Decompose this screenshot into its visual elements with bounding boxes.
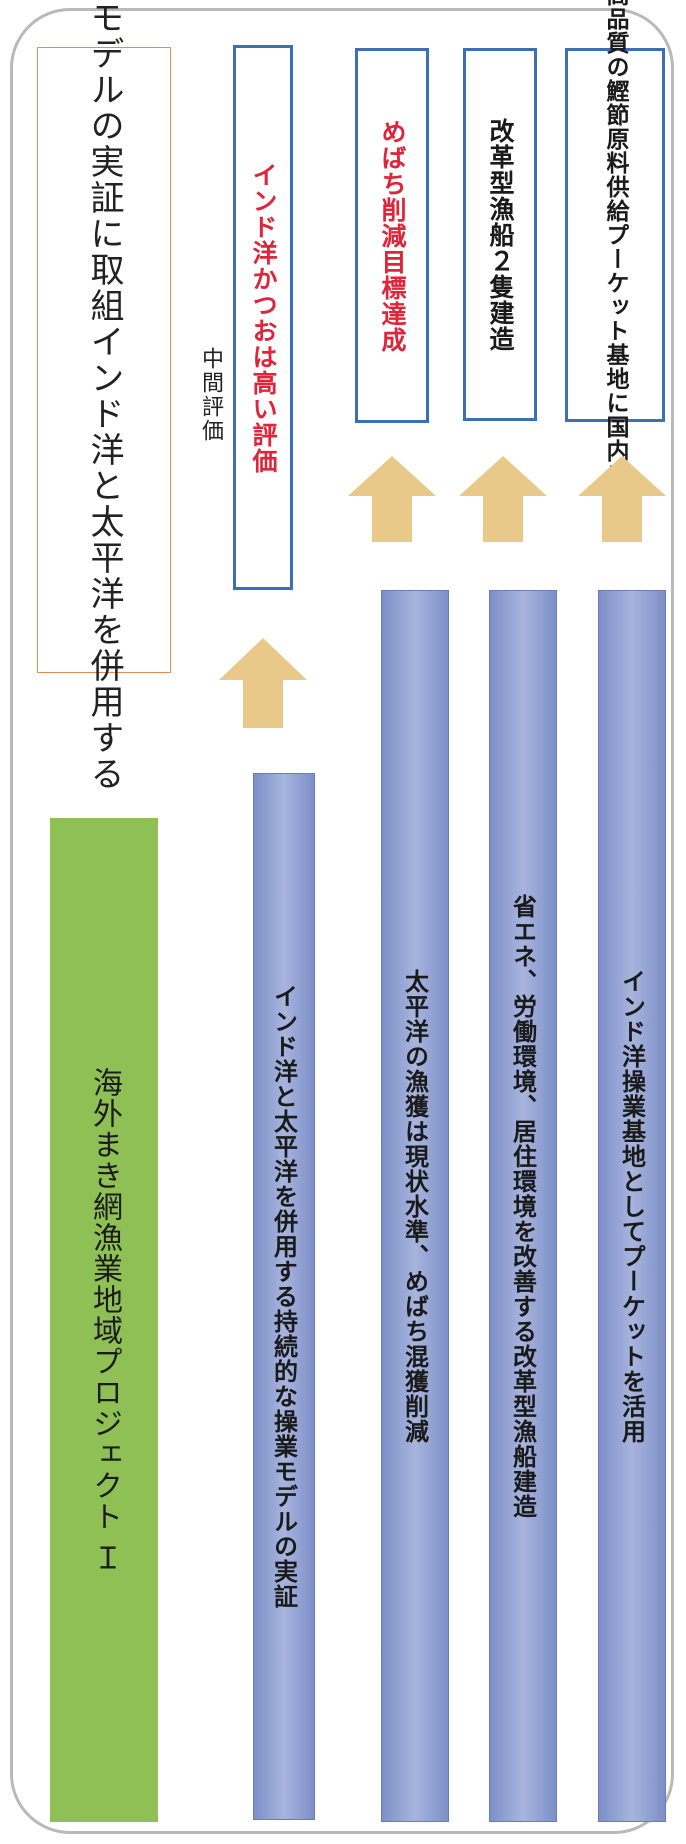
result-text-4-line-2: 高品質の鰹節原料供給	[602, 0, 628, 223]
result-box-1: インド洋かつおは高い評価	[233, 45, 293, 590]
initiative-bar-3: 省エネ、労働環境、居住環境を改善する改革型漁船建造	[489, 590, 557, 1822]
result-box-2: めばち削減目標達成	[355, 48, 429, 423]
main-box-line-1: インド洋と太平洋を併用する	[84, 324, 124, 792]
initiative-text-4: インド洋操業基地としてプーケットを活用	[617, 968, 646, 1444]
initiative-text-3: 省エネ、労働環境、居住環境を改善する改革型漁船建造	[508, 893, 537, 1519]
project-title-bar: 海外まき網漁業地域プロジェクト Ｉ	[50, 818, 158, 1822]
main-box: 操業モデルの実証に取組 インド洋と太平洋を併用する	[37, 0, 171, 792]
initiative-bar-2: 太平洋の漁獲は現状水準、めばち混獲削減	[381, 590, 449, 1822]
midterm-label-text: 中間評価	[198, 347, 223, 443]
initiative-bar-1: インド洋と太平洋を併用する持続的な操業モデルの実証	[253, 773, 315, 1820]
result-box-3: 改革型漁船２隻建造	[463, 48, 537, 421]
main-box-line-2: 操業モデルの実証に取組	[84, 0, 124, 324]
up-arrow-icon	[578, 456, 666, 542]
result-text-3: 改革型漁船２隻建造	[486, 117, 515, 352]
initiative-text-1: インド洋と太平洋を併用する持続的な操業モデルの実証	[269, 984, 298, 1609]
result-text-2: めばち削減目標達成	[378, 118, 407, 353]
result-text-4-line-1: プーケット基地に国内に	[602, 223, 628, 487]
up-arrow-icon	[459, 456, 547, 542]
result-box-4: 高品質の鰹節原料供給 プーケット基地に国内に	[565, 0, 665, 487]
initiative-bar-4: インド洋操業基地としてプーケットを活用	[598, 590, 666, 1822]
midterm-label: 中間評価	[190, 340, 230, 450]
up-arrow-icon	[219, 638, 307, 728]
result-text-1: インド洋かつおは高い評価	[249, 161, 278, 474]
initiative-text-2: 太平洋の漁獲は現状水準、めばち混獲削減	[400, 968, 429, 1444]
project-title: 海外まき網漁業地域プロジェクト Ｉ	[87, 1066, 122, 1574]
up-arrow-icon	[348, 456, 436, 542]
